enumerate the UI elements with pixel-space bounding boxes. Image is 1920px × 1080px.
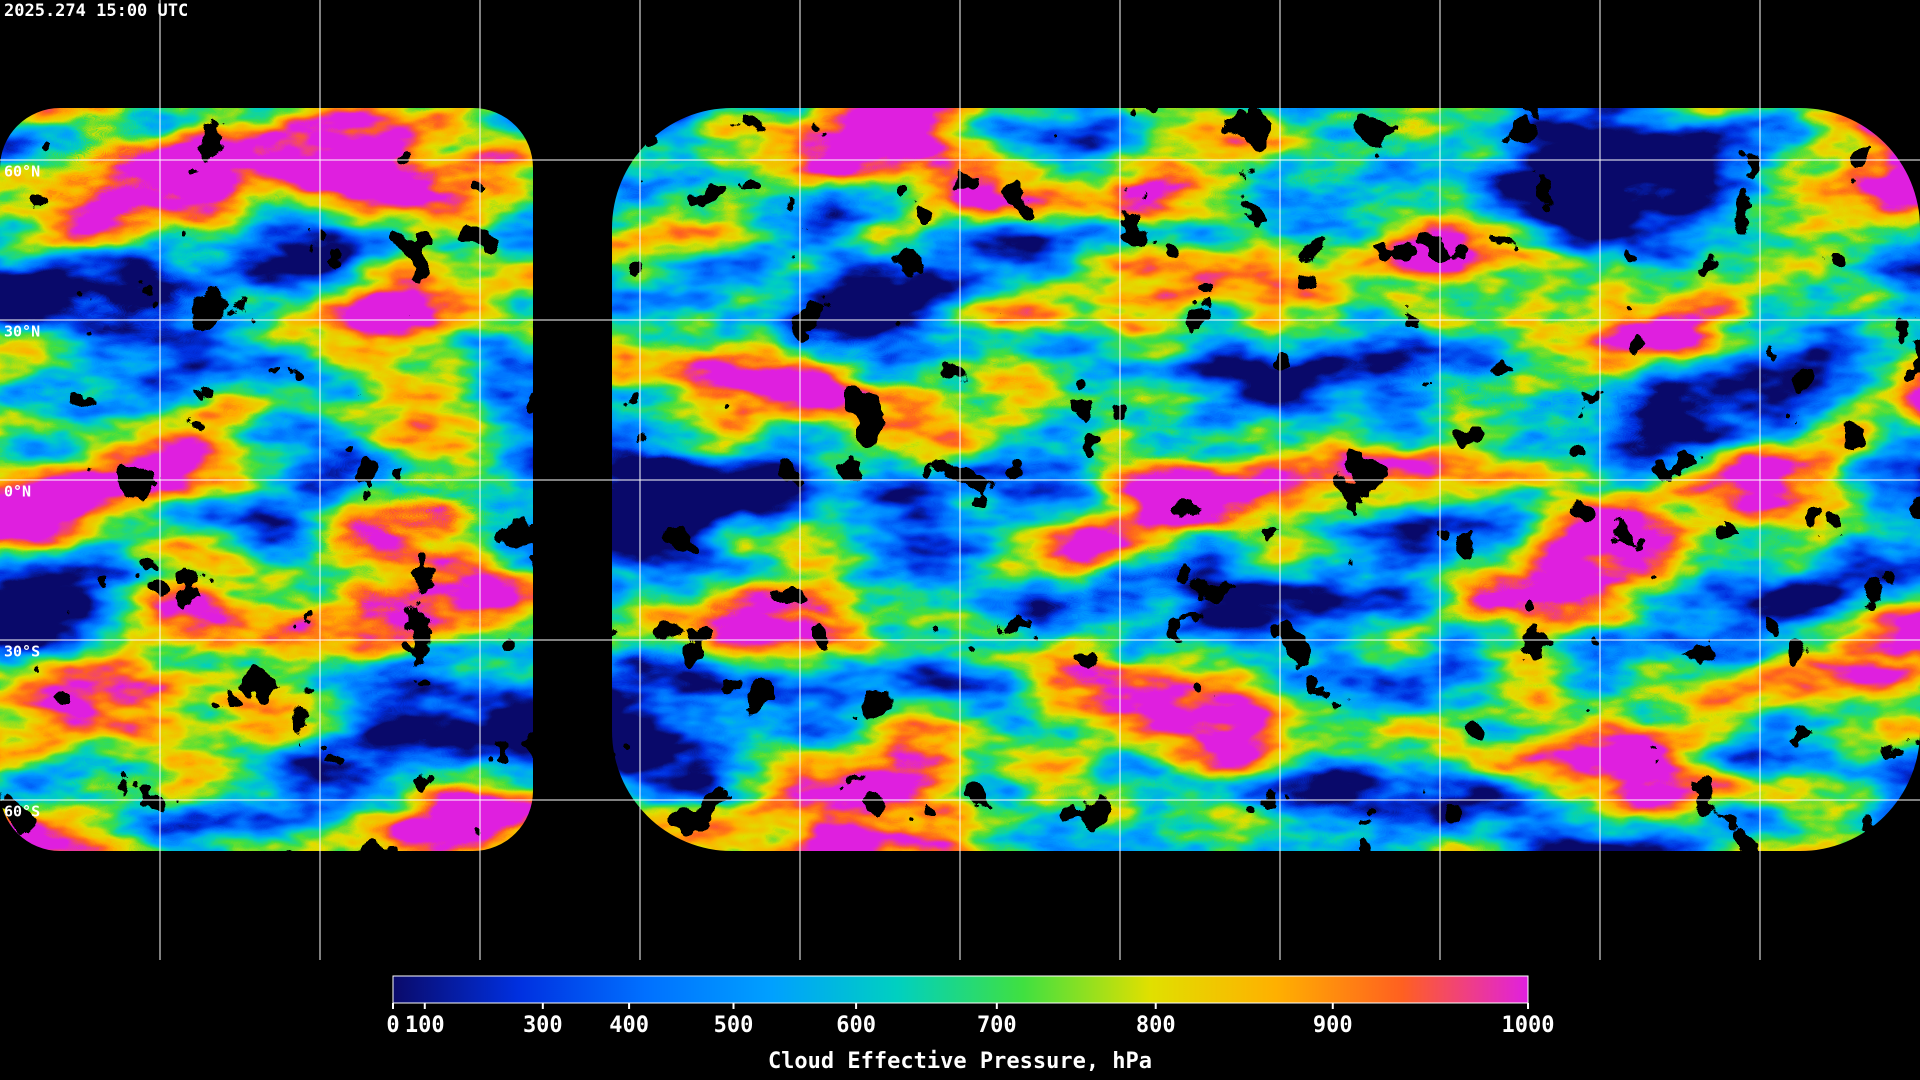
colorbar-tick-label: 600 xyxy=(836,1013,876,1038)
colorbar-label: Cloud Effective Pressure, hPa xyxy=(768,1049,1152,1074)
timestamp: 2025.274 15:00 UTC xyxy=(4,1,188,21)
colorbar-tick-label: 500 xyxy=(714,1013,754,1038)
graticule xyxy=(0,0,1920,960)
colorbar-tick-label: 900 xyxy=(1313,1013,1353,1038)
latitude-label: 30°N xyxy=(4,323,40,341)
colorbar-tick-label: 100 xyxy=(405,1013,445,1038)
colorbar-tick-label: 1000 xyxy=(1502,1013,1555,1038)
colorbar-tick-label: 0 xyxy=(386,1013,399,1038)
colorbar-tick-label: 700 xyxy=(977,1013,1017,1038)
latitude-label: 60°N xyxy=(4,163,40,181)
colorbar-tick-label: 300 xyxy=(523,1013,563,1038)
latitude-label: 0°N xyxy=(4,483,31,501)
colorbar-tick-label: 400 xyxy=(609,1013,649,1038)
colorbar-tick-label: 800 xyxy=(1136,1013,1176,1038)
colorbar-ticks xyxy=(392,1003,1529,1009)
colorbar xyxy=(392,975,1529,1004)
latitude-label: 60°S xyxy=(4,803,40,821)
latitude-label: 30°S xyxy=(4,643,40,661)
